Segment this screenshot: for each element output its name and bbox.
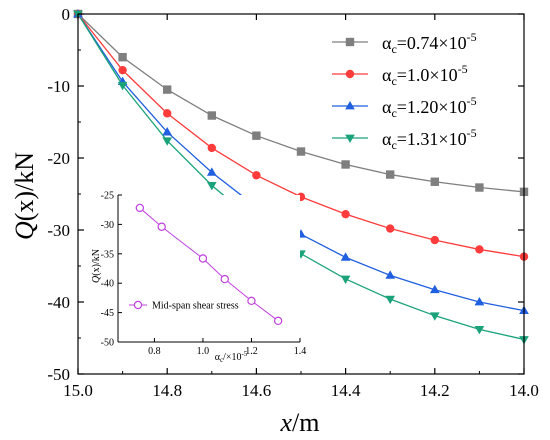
series-3-point-10 xyxy=(474,296,485,306)
y-tick-label-3: -20 xyxy=(47,149,70,168)
inset-x-tick-label-3: 1.2 xyxy=(245,346,258,357)
y-tick-label-4: -30 xyxy=(47,221,70,240)
y-tick-label-5: -40 xyxy=(47,293,70,312)
series-2-point-10 xyxy=(475,245,484,254)
inset-point-1 xyxy=(135,203,145,213)
inset-legend-marker xyxy=(133,300,143,310)
series-1-point-4 xyxy=(207,111,216,120)
y-tick-label-1: 0 xyxy=(62,5,71,24)
inset-point-2 xyxy=(157,222,166,231)
legend-marker-2 xyxy=(345,69,355,79)
series-4-point-3 xyxy=(162,137,173,146)
inset-point-4 xyxy=(220,274,229,284)
inset-point-6 xyxy=(273,316,283,326)
inset-x-tick-label-1: 0.8 xyxy=(148,346,161,357)
series-4-point-9 xyxy=(429,312,440,321)
legend-label-1: αc=0.74×10-5 xyxy=(382,30,477,56)
legend-label-2: αc=1.0×10-5 xyxy=(382,62,468,88)
series-2-point-7 xyxy=(341,209,350,219)
x-tick-label-4: 14.4 xyxy=(331,381,361,400)
y-axis-title: Q(x)/kN xyxy=(10,152,39,240)
main-plot-area: 15.0 14.8 14.6 14.4 14.2 14.0 0 -10 -20 -30 -40 -50 xyxy=(47,5,539,400)
inset-y-tick-label-3: -35 xyxy=(101,249,114,260)
x-tick-label-3: 14.6 xyxy=(242,381,272,400)
y-tick-label-6: -50 xyxy=(47,365,70,384)
series-1-point-6 xyxy=(296,147,306,156)
x-tick-label-6: 14.0 xyxy=(509,381,539,400)
series-2-point-8 xyxy=(386,224,395,233)
legend-marker-1 xyxy=(345,37,355,47)
legend-marker-3 xyxy=(345,100,355,110)
inset-x-tick-label-4: 1.4 xyxy=(294,346,307,357)
series-2-point-5 xyxy=(252,171,261,180)
inset-y-tick-label-2: -30 xyxy=(101,220,114,231)
series-2-point-2 xyxy=(118,65,127,75)
series-3-point-9 xyxy=(429,284,440,294)
series-1-point-10 xyxy=(475,183,484,192)
x-tick-label-2: 14.8 xyxy=(152,381,182,400)
inset-legend-label: Mid-span shear stress xyxy=(152,301,239,312)
series-1-point-9 xyxy=(430,177,439,186)
series-1-point-5 xyxy=(252,131,261,140)
inset-y-tick-label-4: -40 xyxy=(101,279,114,290)
series-1-point-7 xyxy=(341,160,350,169)
legend-label-3: αc=1.20×10-5 xyxy=(382,94,477,120)
inset-x-axis-title: αc/×10-5 xyxy=(215,350,248,364)
series-4-point-4 xyxy=(206,182,217,191)
inset-series-line xyxy=(139,207,279,322)
x-axis-title: x/m xyxy=(280,408,320,437)
legend: αc=0.74×10-5 αc=1.0×10-5 αc=1.20×10-5 αc=1.… xyxy=(332,30,477,152)
inset-point-3 xyxy=(198,254,208,263)
inset-y-axis-title: Q(x)/kN xyxy=(91,249,102,283)
inset-x-tick-label-2: 1.0 xyxy=(197,346,210,357)
series-3-point-7 xyxy=(340,252,351,261)
series-3-point-3 xyxy=(162,127,173,136)
series-4-point-8 xyxy=(385,295,396,305)
series-4-point-2 xyxy=(117,81,128,91)
series-1-point-8 xyxy=(386,170,395,179)
series-3-point-4 xyxy=(206,167,217,176)
inset-y-tick-label-6: -50 xyxy=(101,338,114,349)
series-2-point-9 xyxy=(430,235,439,245)
series-2-point-4 xyxy=(207,143,216,153)
legend-marker-4 xyxy=(345,134,355,144)
x-tick-label-1: 15.0 xyxy=(63,381,93,400)
legend-label-4: αc=1.31×10-5 xyxy=(382,126,477,152)
series-3-point-8 xyxy=(385,270,396,279)
inset-y-tick-label-5: -45 xyxy=(101,308,114,319)
series-4-point-7 xyxy=(340,275,351,284)
series-1-point-2 xyxy=(118,53,127,62)
inset-plot-area: 0.8 1.0 1.2 1.4 -25 -30 -35 -40 -45 -50 Mid-span s… xyxy=(101,191,307,358)
inset-point-5 xyxy=(247,296,256,306)
x-tick-label-5: 14.2 xyxy=(420,381,450,400)
inset-background xyxy=(118,195,300,342)
series-2-point-3 xyxy=(163,109,172,118)
inset-y-tick-label-1: -25 xyxy=(101,191,114,202)
series-1-point-3 xyxy=(163,85,172,94)
series-4-point-10 xyxy=(474,326,485,335)
y-tick-label-2: -10 xyxy=(47,77,70,96)
